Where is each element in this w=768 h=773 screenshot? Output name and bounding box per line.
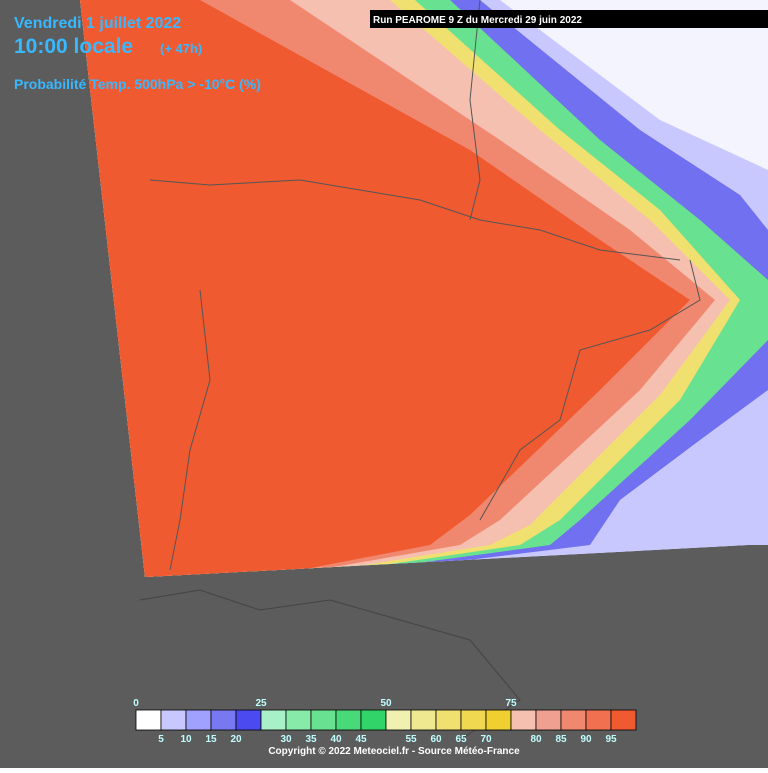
date: Vendredi 1 juillet 2022	[14, 15, 181, 32]
legend-label: 75	[505, 698, 517, 709]
run: Run PEAROME 9 Z du Mercredi 29 juin 2022	[373, 15, 582, 26]
parameter: Probabilité Temp. 500hPa > -10°C (%)	[14, 76, 261, 92]
run-box	[370, 10, 768, 28]
legend-box	[585, 709, 612, 731]
legend-label: 50	[380, 698, 392, 709]
legend-label: 55	[405, 734, 417, 745]
legend-label: 60	[430, 734, 442, 745]
legend-box	[410, 709, 437, 731]
legend-label: 30	[280, 734, 292, 745]
legend-box	[210, 709, 237, 731]
coastline	[139, 589, 521, 741]
legend-label: 15	[205, 734, 217, 745]
legend-box	[310, 709, 337, 731]
probability-field	[80, 0, 768, 577]
legend-label: 35	[305, 734, 317, 745]
legend-box	[485, 709, 512, 731]
legend-box	[160, 709, 187, 731]
time: 10:00 locale	[14, 35, 133, 58]
legend-box	[435, 709, 462, 731]
legend-label: 65	[455, 734, 467, 745]
legend: 0 5 10 15 20 25 30 35 40 45 50 55 60 65 70 75 80 85 90 95	[133, 698, 637, 745]
legend-box	[135, 709, 162, 731]
legend-box	[360, 709, 387, 731]
legend-box	[335, 709, 362, 731]
legend-label: 25	[255, 698, 267, 709]
legend-label: 5	[158, 734, 164, 745]
lead: (+ 47h)	[160, 41, 202, 56]
legend-box	[510, 709, 537, 731]
legend-label: 85	[555, 734, 567, 745]
legend-label: 20	[230, 734, 242, 745]
legend-box	[235, 709, 262, 731]
legend-box	[535, 709, 562, 731]
legend-label: 10	[180, 734, 192, 745]
legend-label: 70	[480, 734, 492, 745]
legend-label: 90	[580, 734, 592, 745]
legend-box	[560, 709, 587, 731]
copyright: Copyright © 2022 Meteociel.fr - Source M…	[268, 746, 520, 757]
legend-box	[460, 709, 487, 731]
legend-label: 40	[330, 734, 342, 745]
legend-box	[260, 709, 287, 731]
legend-box	[610, 709, 637, 731]
legend-label: 95	[605, 734, 617, 745]
legend-box	[285, 709, 312, 731]
legend-box	[385, 709, 412, 731]
legend-label: 45	[355, 734, 367, 745]
legend-label: 80	[530, 734, 542, 745]
legend-label: 0	[133, 698, 139, 709]
legend-box	[185, 709, 212, 731]
